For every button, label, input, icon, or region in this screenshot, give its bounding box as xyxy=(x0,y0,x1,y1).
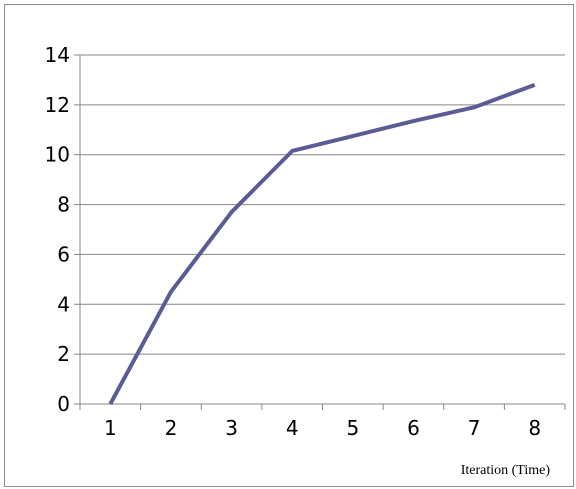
x-tick-label: 6 xyxy=(407,416,420,440)
y-tick-label: 8 xyxy=(57,193,70,217)
x-tick-label: 5 xyxy=(346,416,359,440)
y-tick-labels: 0 2 4 6 8 10 12 14 xyxy=(45,43,70,416)
x-tick-label: 7 xyxy=(468,416,481,440)
y-tick-label: 0 xyxy=(57,392,70,416)
series-lines xyxy=(108,83,536,405)
x-tick-label: 8 xyxy=(528,416,541,440)
y-tick-label: 14 xyxy=(45,43,70,67)
x-tick-label: 2 xyxy=(165,416,178,440)
y-tick-label: 4 xyxy=(57,292,70,316)
axes xyxy=(74,54,566,410)
y-tick-label: 2 xyxy=(57,342,70,366)
x-tick-label: 1 xyxy=(104,416,117,440)
x-tick-label: 4 xyxy=(286,416,299,440)
x-axis-label: Iteration (Time) xyxy=(461,463,551,478)
x-tick-label: 3 xyxy=(225,416,238,440)
chart-frame xyxy=(4,4,574,487)
y-tick-label: 6 xyxy=(57,242,70,266)
x-tick-labels: 1 2 3 4 5 6 7 8 xyxy=(104,416,541,440)
series-line xyxy=(108,83,536,405)
y-tick-label: 12 xyxy=(45,93,70,117)
y-tick-label: 10 xyxy=(45,143,70,167)
